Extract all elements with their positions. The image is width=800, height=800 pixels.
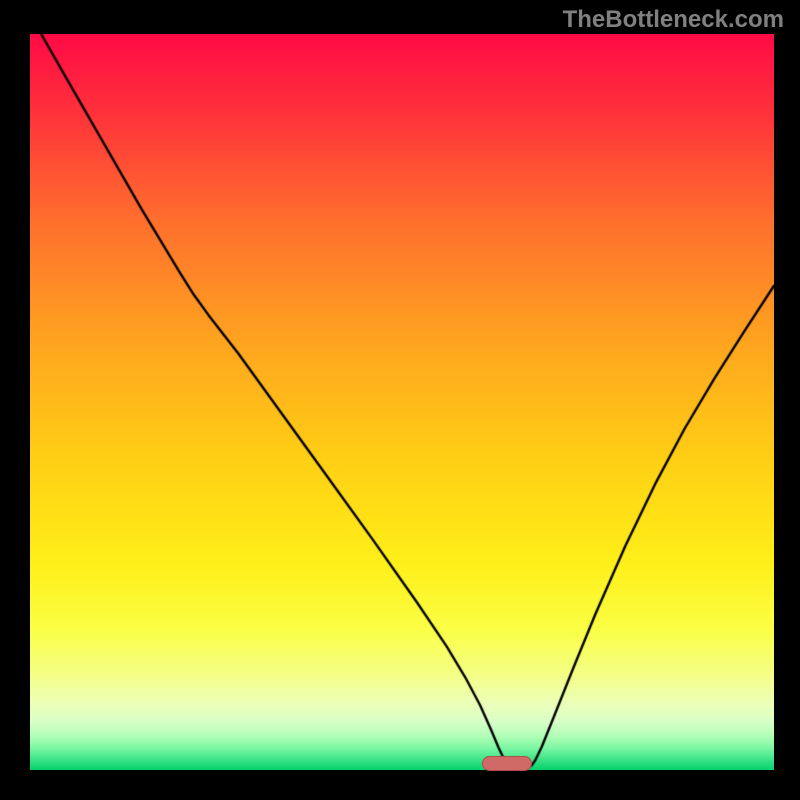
- optimum-marker: [482, 756, 533, 771]
- plot-area: [30, 34, 774, 770]
- watermark-text: TheBottleneck.com: [563, 6, 784, 34]
- bottleneck-curve: [30, 34, 774, 770]
- chart-frame: TheBottleneck.com: [0, 0, 800, 800]
